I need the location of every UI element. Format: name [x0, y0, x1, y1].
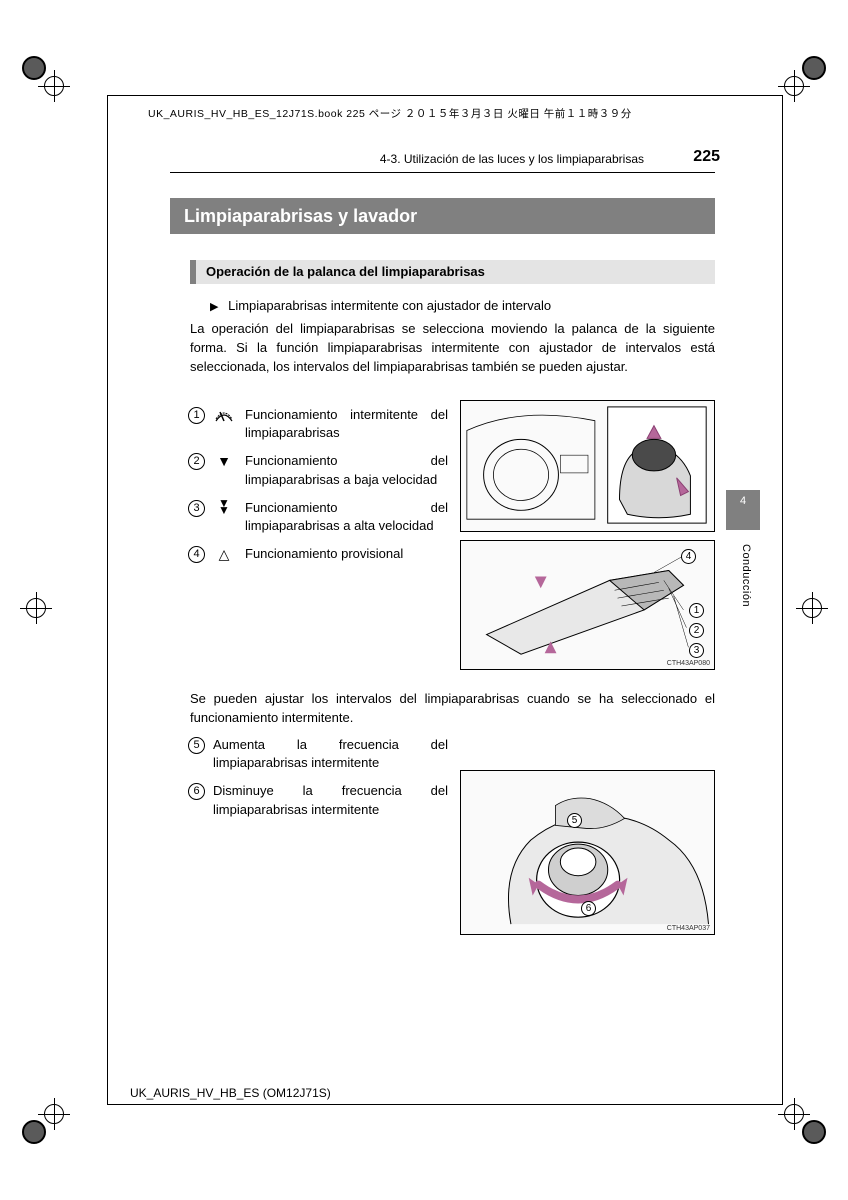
item-number: 2	[188, 453, 205, 470]
callout-number: 3	[689, 643, 704, 658]
page-title: Limpiaparabrisas y lavador	[170, 198, 715, 234]
callout-number: 2	[689, 623, 704, 638]
list-item: 2 ▼ Funcionamiento del limpiaparabrisas …	[188, 452, 448, 488]
figure-code: CTH43AP080	[667, 660, 710, 667]
wiper-intermittent-icon	[213, 407, 235, 426]
item-number: 5	[188, 737, 205, 754]
item-number: 4	[188, 546, 205, 563]
bullet-text: Limpiaparabrisas intermitente con ajusta…	[228, 298, 551, 313]
section-subheading: Operación de la palanca del limpiaparabr…	[190, 260, 715, 284]
item-text: Funcionamiento del limpiaparabrisas a al…	[245, 499, 448, 535]
interval-paragraph: Se pueden ajustar los intervalos del lim…	[190, 690, 715, 728]
item-number: 1	[188, 407, 205, 424]
list-item: 5 Aumenta la frecuencia del limpiaparabr…	[188, 736, 448, 772]
figure-code: CTH43AP037	[667, 925, 710, 932]
breadcrumb: 4-3. Utilización de las luces y los limp…	[170, 152, 660, 166]
down-arrow-icon: ▼	[213, 453, 235, 469]
figure-dashboard-stalk	[460, 400, 715, 532]
footer-code: UK_AURIS_HV_HB_ES (OM12J71S)	[130, 1086, 331, 1100]
callout-number: 1	[689, 603, 704, 618]
callout-number: 5	[567, 813, 582, 828]
interval-list: 5 Aumenta la frecuencia del limpiaparabr…	[188, 736, 448, 829]
reg-mark-mr	[796, 592, 828, 624]
bullet-line: ▶ Limpiaparabrisas intermitente con ajus…	[210, 298, 551, 313]
chapter-tab: 4	[726, 490, 760, 530]
list-item: 1 Funcionamiento intermitente del limpia…	[188, 406, 448, 442]
up-outline-arrow-icon: △	[213, 546, 235, 563]
item-text: Funcionamiento del limpiaparabrisas a ba…	[245, 452, 448, 488]
list-item: 6 Disminuye la frecuencia del limpiapara…	[188, 782, 448, 818]
reg-mark-ml	[20, 592, 52, 624]
callout-number: 6	[581, 901, 596, 916]
figure-interval-knob: 5 6 CTH43AP037	[460, 770, 715, 935]
item-text: Disminuye la frecuencia del limpiaparabr…	[213, 782, 448, 818]
chapter-number: 4	[740, 495, 746, 507]
triangle-bullet-icon: ▶	[210, 301, 218, 313]
double-down-arrow-icon: ▼▼	[213, 500, 235, 514]
reg-mark-tl	[38, 70, 70, 102]
item-text: Funcionamiento provisional	[245, 545, 448, 563]
item-text: Funcionamiento intermitente del limpiapa…	[245, 406, 448, 442]
header-meta: UK_AURIS_HV_HB_ES_12J71S.book 225 ページ ２０…	[148, 106, 632, 121]
item-number: 3	[188, 500, 205, 517]
list-item: 4 △ Funcionamiento provisional	[188, 545, 448, 563]
list-item: 3 ▼▼ Funcionamiento del limpiaparabrisas…	[188, 499, 448, 535]
chapter-label: Conducción	[740, 544, 752, 607]
figure-lever-positions: 4 1 2 3 CTH43AP080	[460, 540, 715, 670]
page-number: 225	[693, 148, 720, 166]
reg-mark-bl	[38, 1098, 70, 1130]
wiper-mode-list: 1 Funcionamiento intermitente del limpia…	[188, 406, 448, 573]
item-number: 6	[188, 783, 205, 800]
divider-top	[170, 172, 715, 173]
intro-paragraph: La operación del limpiaparabrisas se sel…	[190, 320, 715, 377]
callout-number: 4	[681, 549, 696, 564]
item-text: Aumenta la frecuencia del limpiaparabris…	[213, 736, 448, 772]
